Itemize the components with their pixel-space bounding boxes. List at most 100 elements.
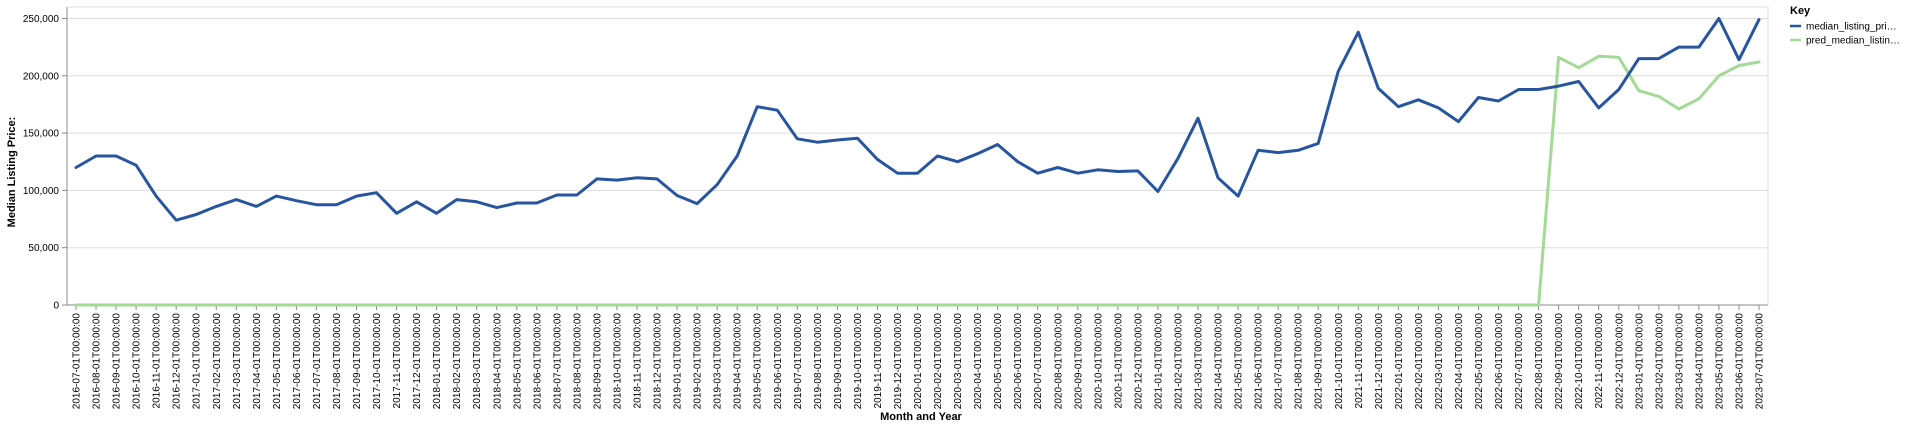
x-tick-label: 2022-01-01T00:00:00 bbox=[1394, 313, 1405, 410]
x-tick-label: 2018-06-01T00:00:00 bbox=[532, 313, 543, 410]
legend-item: pred_median_listin… bbox=[1790, 36, 1900, 47]
y-axis-ticks: 0 50,000 100,000 150,000 200,000 250,000 bbox=[23, 14, 67, 312]
x-tick-label: 2022-09-01T00:00:00 bbox=[1554, 313, 1565, 410]
x-tick-label: 2020-02-01T00:00:00 bbox=[933, 313, 944, 410]
x-tick-label: 2018-07-01T00:00:00 bbox=[552, 313, 563, 410]
x-tick-label: 2017-02-01T00:00:00 bbox=[212, 313, 223, 410]
y-tick-label: 0 bbox=[53, 301, 59, 312]
x-tick-label: 2021-04-01T00:00:00 bbox=[1214, 313, 1225, 410]
y-tick-label: 150,000 bbox=[23, 129, 60, 140]
x-tick-label: 2023-02-01T00:00:00 bbox=[1654, 313, 1665, 410]
x-tick-label: 2020-03-01T00:00:00 bbox=[953, 313, 964, 410]
x-tick-label: 2019-01-01T00:00:00 bbox=[673, 313, 684, 410]
y-tick-label: 200,000 bbox=[23, 71, 60, 82]
x-tick-label: 2021-11-01T00:00:00 bbox=[1354, 313, 1365, 409]
x-tick-label: 2021-07-01T00:00:00 bbox=[1274, 313, 1285, 410]
x-tick-label: 2021-08-01T00:00:00 bbox=[1294, 313, 1305, 410]
y-tick-label: 50,000 bbox=[28, 243, 59, 254]
x-tick-label: 2016-11-01T00:00:00 bbox=[152, 313, 163, 409]
x-tick-label: 2019-04-01T00:00:00 bbox=[733, 313, 744, 410]
x-tick-label: 2020-05-01T00:00:00 bbox=[993, 313, 1004, 410]
x-tick-label: 2018-03-01T00:00:00 bbox=[472, 313, 483, 410]
x-tick-label: 2018-09-01T00:00:00 bbox=[592, 313, 603, 410]
x-tick-label: 2017-12-01T00:00:00 bbox=[412, 313, 423, 410]
legend-label: pred_median_listin… bbox=[1806, 36, 1900, 47]
x-tick-label: 2018-08-01T00:00:00 bbox=[572, 313, 583, 410]
x-tick-label: 2019-07-01T00:00:00 bbox=[793, 313, 804, 410]
x-tick-label: 2017-10-01T00:00:00 bbox=[372, 313, 383, 410]
legend-items: median_listing_pri… pred_median_listin… bbox=[1790, 22, 1900, 47]
x-tick-label: 2023-07-01T00:00:00 bbox=[1755, 313, 1766, 410]
x-tick-label: 2019-05-01T00:00:00 bbox=[753, 313, 764, 410]
x-tick-label: 2018-11-01T00:00:00 bbox=[633, 313, 644, 409]
x-tick-label: 2020-10-01T00:00:00 bbox=[1093, 313, 1104, 410]
x-tick-label: 2020-07-01T00:00:00 bbox=[1033, 313, 1044, 410]
x-tick-label: 2017-09-01T00:00:00 bbox=[352, 313, 363, 410]
x-tick-label: 2021-03-01T00:00:00 bbox=[1194, 313, 1205, 410]
x-tick-label: 2018-12-01T00:00:00 bbox=[653, 313, 664, 410]
x-tick-label: 2022-03-01T00:00:00 bbox=[1434, 313, 1445, 410]
series-lines bbox=[74, 17, 1761, 307]
series-line bbox=[74, 17, 1761, 222]
x-tick-label: 2019-10-01T00:00:00 bbox=[853, 313, 864, 410]
gridlines bbox=[67, 17, 1768, 249]
x-tick-label: 2017-08-01T00:00:00 bbox=[332, 313, 343, 410]
x-tick-label: 2019-03-01T00:00:00 bbox=[713, 313, 724, 410]
x-tick-label: 2019-11-01T00:00:00 bbox=[873, 313, 884, 409]
x-tick-label: 2017-07-01T00:00:00 bbox=[312, 313, 323, 410]
x-tick-label: 2016-09-01T00:00:00 bbox=[112, 313, 123, 410]
x-tick-label: 2021-02-01T00:00:00 bbox=[1173, 313, 1184, 410]
x-tick-label: 2017-01-01T00:00:00 bbox=[192, 313, 203, 410]
x-tick-label: 2021-12-01T00:00:00 bbox=[1374, 313, 1385, 410]
x-tick-label: 2021-09-01T00:00:00 bbox=[1314, 313, 1325, 410]
x-tick-label: 2016-07-01T00:00:00 bbox=[72, 313, 83, 410]
x-tick-label: 2018-10-01T00:00:00 bbox=[612, 313, 623, 410]
legend: Key median_listing_pri… pred_median_listi… bbox=[1790, 5, 1900, 47]
x-tick-label: 2022-12-01T00:00:00 bbox=[1614, 313, 1625, 410]
legend-label: median_listing_pri… bbox=[1806, 22, 1897, 33]
x-tick-label: 2018-05-01T00:00:00 bbox=[512, 313, 523, 410]
x-tick-label: 2023-04-01T00:00:00 bbox=[1694, 313, 1705, 410]
x-tick-label: 2019-02-01T00:00:00 bbox=[693, 313, 704, 410]
x-tick-label: 2022-06-01T00:00:00 bbox=[1494, 313, 1505, 410]
x-tick-label: 2022-02-01T00:00:00 bbox=[1414, 313, 1425, 410]
x-tick-label: 2019-09-01T00:00:00 bbox=[833, 313, 844, 410]
x-tick-label: 2020-11-01T00:00:00 bbox=[1113, 313, 1124, 409]
x-tick-label: 2016-10-01T00:00:00 bbox=[132, 313, 143, 410]
x-tick-label: 2022-05-01T00:00:00 bbox=[1474, 313, 1485, 410]
x-tick-label: 2022-07-01T00:00:00 bbox=[1514, 313, 1525, 410]
x-tick-label: 2023-01-01T00:00:00 bbox=[1634, 313, 1645, 410]
y-tick-label: 100,000 bbox=[23, 186, 60, 197]
x-tick-label: 2018-01-01T00:00:00 bbox=[432, 313, 443, 410]
series-line bbox=[74, 54, 1761, 307]
x-tick-label: 2023-03-01T00:00:00 bbox=[1674, 313, 1685, 410]
x-tick-label: 2021-05-01T00:00:00 bbox=[1234, 313, 1245, 410]
x-tick-label: 2016-08-01T00:00:00 bbox=[92, 313, 103, 410]
x-tick-label: 2018-04-01T00:00:00 bbox=[492, 313, 503, 410]
y-tick-label: 250,000 bbox=[23, 14, 60, 25]
x-tick-label: 2023-05-01T00:00:00 bbox=[1714, 313, 1725, 410]
x-tick-label: 2018-02-01T00:00:00 bbox=[452, 313, 463, 410]
x-tick-label: 2019-06-01T00:00:00 bbox=[773, 313, 784, 410]
legend-title: Key bbox=[1790, 5, 1811, 17]
x-tick-label: 2020-09-01T00:00:00 bbox=[1073, 313, 1084, 410]
x-tick-label: 2020-06-01T00:00:00 bbox=[1013, 313, 1024, 410]
x-tick-label: 2022-04-01T00:00:00 bbox=[1454, 313, 1465, 410]
x-tick-label: 2019-12-01T00:00:00 bbox=[893, 313, 904, 410]
x-tick-label: 2021-06-01T00:00:00 bbox=[1254, 313, 1265, 410]
axes bbox=[66, 6, 1769, 306]
x-axis-title: Month and Year bbox=[880, 411, 962, 423]
x-tick-label: 2019-08-01T00:00:00 bbox=[813, 313, 824, 410]
x-axis-ticks: 2016-07-01T00:00:00 2016-08-01T00:00:00 20… bbox=[72, 305, 1766, 409]
x-tick-label: 2020-01-01T00:00:00 bbox=[913, 313, 924, 410]
x-tick-label: 2022-10-01T00:00:00 bbox=[1574, 313, 1585, 410]
x-tick-label: 2017-04-01T00:00:00 bbox=[252, 313, 263, 410]
y-axis-title: Median Listing Price: bbox=[6, 117, 18, 228]
x-tick-label: 2020-12-01T00:00:00 bbox=[1133, 313, 1144, 410]
x-tick-label: 2023-06-01T00:00:00 bbox=[1734, 313, 1745, 410]
x-tick-label: 2016-12-01T00:00:00 bbox=[172, 313, 183, 410]
x-tick-label: 2017-06-01T00:00:00 bbox=[292, 313, 303, 410]
x-tick-label: 2017-03-01T00:00:00 bbox=[232, 313, 243, 410]
